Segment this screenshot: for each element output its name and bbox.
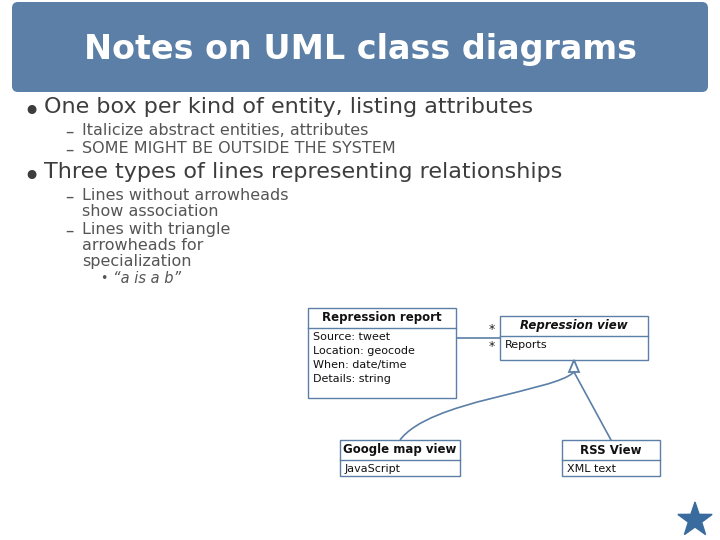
Text: XML text: XML text xyxy=(567,464,616,474)
Text: Source: tweet: Source: tweet xyxy=(313,332,390,342)
Bar xyxy=(562,440,660,476)
Bar xyxy=(340,440,460,476)
Text: “a is a b”: “a is a b” xyxy=(113,271,181,286)
Text: JavaScript: JavaScript xyxy=(345,464,401,474)
Text: –: – xyxy=(65,222,73,240)
Text: •: • xyxy=(100,272,107,285)
Text: One box per kind of entity, listing attributes: One box per kind of entity, listing attr… xyxy=(44,97,533,117)
Text: –: – xyxy=(65,188,73,206)
Text: Notes on UML class diagrams: Notes on UML class diagrams xyxy=(84,33,636,66)
Polygon shape xyxy=(678,502,712,535)
Text: SOME MIGHT BE OUTSIDE THE SYSTEM: SOME MIGHT BE OUTSIDE THE SYSTEM xyxy=(82,141,396,156)
Text: arrowheads for: arrowheads for xyxy=(82,238,203,253)
Text: specialization: specialization xyxy=(82,254,192,269)
Text: Repression view: Repression view xyxy=(520,320,628,333)
Text: Repression report: Repression report xyxy=(322,312,442,325)
Text: show association: show association xyxy=(82,204,218,219)
Text: Lines without arrowheads: Lines without arrowheads xyxy=(82,188,289,203)
Bar xyxy=(308,308,456,398)
Text: RSS View: RSS View xyxy=(580,443,642,456)
FancyBboxPatch shape xyxy=(12,2,708,92)
Text: When: date/time: When: date/time xyxy=(313,360,407,370)
Text: Google map view: Google map view xyxy=(343,443,456,456)
Text: *: * xyxy=(489,340,495,353)
Text: Details: string: Details: string xyxy=(313,374,391,384)
Text: –: – xyxy=(65,141,73,159)
Text: Three types of lines representing relationships: Three types of lines representing relati… xyxy=(44,162,562,182)
Text: Italicize abstract entities, attributes: Italicize abstract entities, attributes xyxy=(82,123,369,138)
Text: *: * xyxy=(489,323,495,336)
Text: •: • xyxy=(22,98,40,127)
Bar xyxy=(500,316,648,360)
Text: Lines with triangle: Lines with triangle xyxy=(82,222,230,237)
Text: –: – xyxy=(65,123,73,141)
Text: Reports: Reports xyxy=(505,340,548,350)
Text: Location: geocode: Location: geocode xyxy=(313,346,415,356)
Text: •: • xyxy=(22,163,40,192)
